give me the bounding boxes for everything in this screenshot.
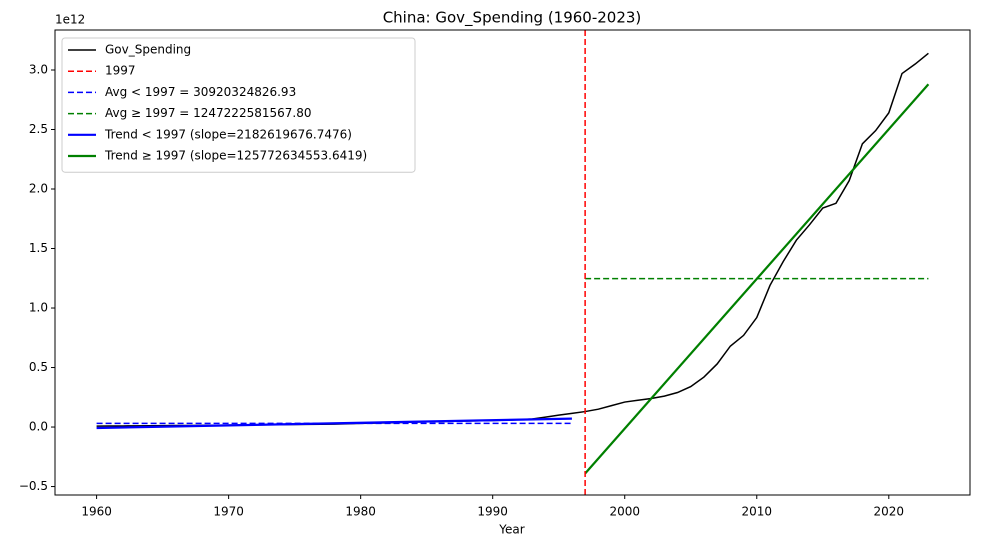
- chart-title: China: Gov_Spending (1960-2023): [383, 9, 642, 28]
- x-tick-label: 2000: [609, 505, 640, 519]
- x-tick-label: 2010: [741, 505, 772, 519]
- plot-frame: [54, 29, 971, 496]
- legend-label: Trend < 1997 (slope=2182619676.7476): [104, 127, 352, 141]
- y-tick-label: 3.0: [29, 62, 48, 76]
- y-tick-label: 1.0: [29, 301, 48, 315]
- y-tick-label: 0.0: [29, 420, 48, 434]
- x-tick-label: 1980: [345, 505, 376, 519]
- series-line: [584, 83, 930, 475]
- x-tick-label: 1990: [477, 505, 508, 519]
- legend-label: Avg < 1997 = 30920324826.93: [105, 85, 296, 99]
- y-tick-label: −0.5: [19, 479, 48, 493]
- legend-box: [61, 37, 416, 173]
- x-tick-label: 1970: [213, 505, 244, 519]
- legend-label: Trend ≥ 1997 (slope=125772634553.6419): [104, 149, 367, 163]
- x-tick-label: 1960: [81, 505, 112, 519]
- offset-label: 1e12: [55, 13, 85, 27]
- x-axis-label: Year: [498, 523, 524, 537]
- legend-label: Gov_Spending: [105, 43, 191, 57]
- legend-label: Avg ≥ 1997 = 1247222581567.80: [105, 106, 311, 120]
- y-tick-label: 0.5: [29, 360, 48, 374]
- x-tick-label: 2020: [874, 505, 905, 519]
- y-tick-label: 2.0: [29, 182, 48, 196]
- y-tick-label: 2.5: [29, 122, 48, 136]
- series-line: [96, 417, 572, 430]
- y-tick-label: 1.5: [29, 241, 48, 255]
- legend-label: 1997: [105, 64, 136, 78]
